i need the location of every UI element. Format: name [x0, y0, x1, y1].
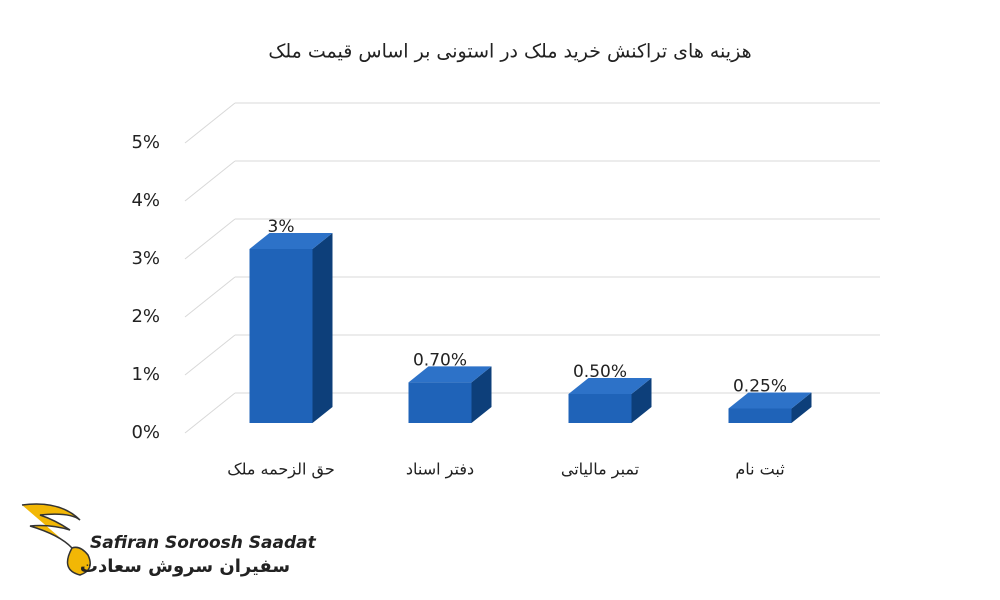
x-tick-label: ثبت نام — [735, 460, 784, 479]
bar-side — [312, 233, 333, 423]
grid-line — [184, 392, 236, 434]
value-label: 0.50% — [573, 362, 627, 382]
bar — [728, 408, 792, 423]
value-label: 0.25% — [733, 377, 787, 397]
grid-line — [184, 160, 236, 202]
value-label: 3% — [268, 217, 295, 237]
bar-side — [791, 392, 812, 423]
y-tick-label: 4% — [131, 190, 160, 211]
grid-line — [184, 102, 236, 144]
y-tick-label: 1% — [131, 364, 160, 385]
bar-top — [568, 378, 652, 394]
bar-side — [631, 378, 652, 423]
bar — [568, 394, 632, 423]
grid-line — [184, 276, 236, 318]
bar-top — [408, 366, 492, 383]
bar-top — [249, 233, 333, 249]
logo: Safiran Soroosh Saadat سفیران سروش سعادت — [21, 503, 317, 577]
y-tick-label: 0% — [131, 422, 160, 443]
logo-icon — [21, 503, 91, 576]
y-tick-label: 2% — [131, 306, 160, 327]
value-label: 0.70% — [413, 350, 467, 370]
bar — [408, 382, 472, 423]
chart-title: هزینه های تراکنش خرید ملک در استونی بر ا… — [268, 41, 751, 63]
x-tick-label: دفتر اسناد — [406, 460, 474, 480]
logo-persian: سفیران سروش سعادت — [80, 556, 290, 577]
bar-side — [471, 366, 492, 423]
bar — [249, 249, 313, 423]
x-tick-label: حق الزحمه ملک — [227, 460, 334, 480]
y-tick-label: 3% — [131, 248, 160, 269]
grid-line — [184, 334, 236, 376]
y-tick-label: 5% — [131, 132, 160, 153]
grid-line — [184, 218, 236, 260]
x-tick-label: تمبر مالیاتی — [561, 460, 639, 480]
logo-latin: Safiran Soroosh Saadat — [90, 533, 317, 553]
bar-top — [728, 392, 812, 409]
